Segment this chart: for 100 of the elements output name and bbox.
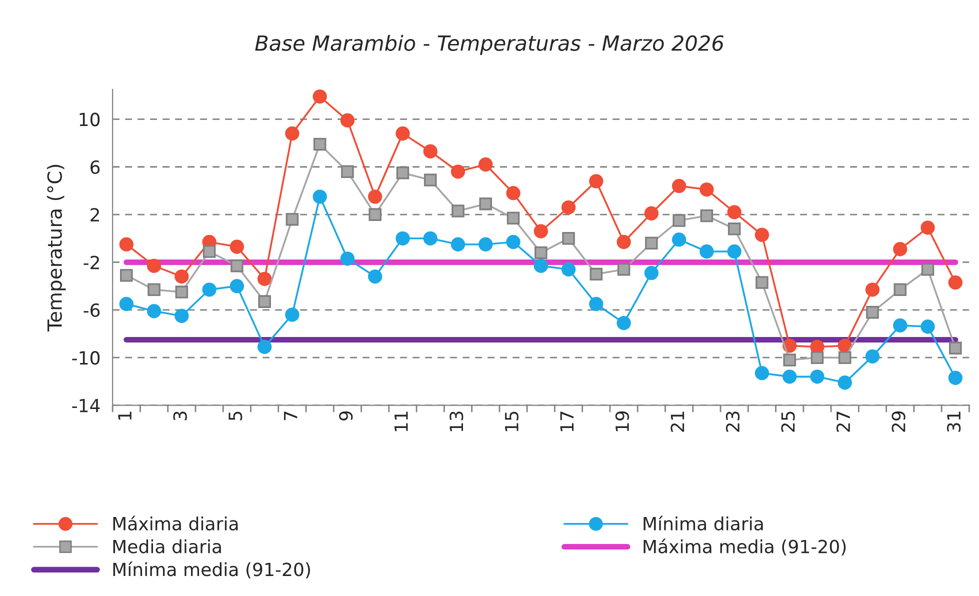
point — [838, 351, 852, 364]
point — [893, 242, 908, 256]
point — [202, 245, 216, 258]
point — [120, 268, 133, 282]
x-tick-label: 5 — [228, 412, 242, 420]
point — [396, 126, 410, 141]
point — [340, 252, 355, 266]
point — [257, 340, 272, 354]
point — [478, 157, 493, 172]
point — [644, 266, 659, 280]
point — [838, 376, 852, 390]
point — [368, 208, 382, 221]
point — [949, 342, 962, 354]
point — [396, 166, 410, 180]
point — [534, 258, 548, 273]
point — [285, 308, 300, 322]
point — [452, 204, 464, 218]
point — [728, 222, 741, 236]
x-tick-label: 13 — [450, 412, 464, 432]
point — [754, 228, 770, 242]
point — [202, 282, 216, 297]
point — [616, 316, 631, 330]
point — [340, 113, 355, 128]
y-tick-label: -6 — [84, 303, 100, 318]
point — [589, 296, 604, 312]
point — [700, 209, 714, 222]
point — [893, 318, 908, 332]
x-tick-label: 31 — [946, 412, 961, 432]
point — [644, 206, 659, 220]
x-tick-label: 27 — [836, 412, 850, 432]
point — [423, 144, 438, 158]
x-tick-label: 9 — [339, 411, 353, 420]
point — [146, 304, 162, 318]
point — [920, 220, 935, 235]
point — [617, 263, 630, 276]
x-tick-label: 3 — [173, 412, 187, 420]
point — [534, 224, 548, 238]
point — [645, 236, 658, 250]
point — [258, 295, 271, 308]
point — [894, 283, 907, 296]
point — [230, 240, 244, 254]
point — [948, 370, 962, 385]
point — [616, 234, 631, 250]
y-axis-title: Temperatura (°C) — [46, 164, 66, 332]
point — [368, 269, 382, 284]
point — [119, 237, 134, 252]
point — [782, 370, 797, 384]
point — [506, 186, 520, 200]
point — [230, 259, 244, 272]
legend-label: Máxima diaria — [113, 516, 238, 530]
point — [396, 231, 410, 246]
point — [948, 275, 962, 290]
point — [590, 268, 603, 281]
chart-title: Base Marambio - Temperaturas - Marzo 2026 — [255, 34, 724, 55]
point — [562, 232, 575, 245]
legend-label: Mínima media (91-20) — [113, 562, 310, 578]
point — [506, 212, 520, 225]
point — [754, 366, 770, 380]
legend-label: Máxima media (91-20) — [644, 538, 846, 556]
point — [672, 178, 686, 194]
point — [920, 320, 935, 334]
point — [810, 351, 824, 364]
point — [756, 276, 768, 289]
point — [286, 212, 299, 226]
point — [865, 282, 880, 297]
point — [368, 190, 382, 204]
point — [700, 244, 714, 259]
y-tick-label: 2 — [90, 208, 99, 222]
y-tick-label: -10 — [72, 351, 100, 365]
y-tick-label: -14 — [72, 398, 100, 412]
point — [230, 278, 244, 294]
point — [119, 296, 134, 312]
point — [866, 306, 879, 319]
x-tick-label: 29 — [892, 411, 906, 432]
point — [727, 205, 742, 220]
point — [313, 138, 326, 151]
point — [450, 237, 466, 252]
point — [506, 234, 520, 250]
point — [672, 232, 686, 247]
point — [561, 200, 576, 214]
y-tick-label: 6 — [90, 160, 100, 174]
point — [424, 174, 437, 186]
point — [478, 237, 493, 252]
point — [921, 263, 934, 276]
x-tick-label: 15 — [505, 412, 519, 432]
point — [561, 262, 576, 276]
point — [423, 231, 438, 246]
x-tick-label: 23 — [726, 412, 740, 432]
point — [534, 246, 548, 260]
x-tick-label: 1 — [118, 412, 132, 420]
y-tick-label: 10 — [80, 112, 100, 126]
point — [257, 272, 272, 286]
x-tick-label: 21 — [670, 412, 684, 432]
y-tick-label: -2 — [84, 256, 99, 270]
point — [312, 89, 327, 104]
legend-label: Media diaria — [113, 539, 221, 554]
point — [174, 308, 189, 323]
point — [672, 214, 686, 227]
point — [589, 174, 604, 188]
x-tick-label: 17 — [560, 412, 574, 432]
